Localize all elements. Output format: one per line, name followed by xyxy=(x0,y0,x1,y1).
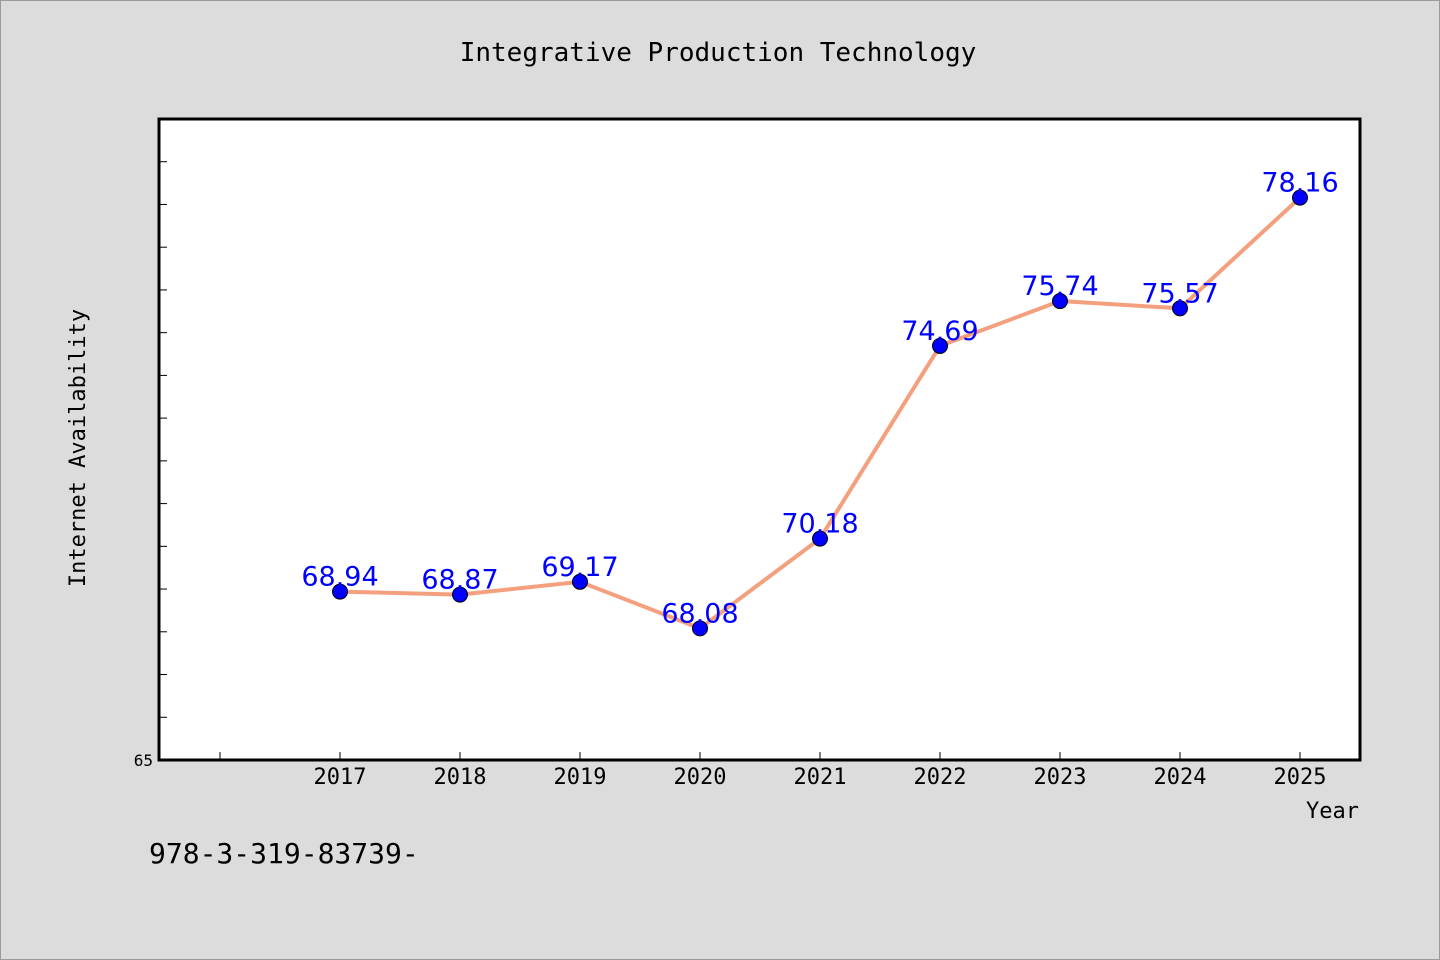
data-label: 69.17 xyxy=(541,552,618,583)
x-tick-label: 2022 xyxy=(914,765,967,790)
y-axis-label: Internet Availability xyxy=(66,309,91,587)
data-point-marker xyxy=(932,337,948,354)
x-axis-ticks: 2017 2018 2019 2020 2021 2022 2023 2024 2025 xyxy=(219,752,1327,790)
x-tick-label: 2017 xyxy=(314,765,367,790)
data-label: 74.69 xyxy=(901,316,978,347)
data-label: 75.57 xyxy=(1141,278,1218,309)
chart-title: Integrative Production Technology xyxy=(460,38,977,68)
x-tick-label: 2025 xyxy=(1274,765,1327,790)
x-tick-label: 2020 xyxy=(674,765,727,790)
data-label: 75.74 xyxy=(1021,271,1098,302)
data-label: 68.94 xyxy=(301,562,378,593)
series-layer: 68.94 68.87 69.17 68.08 70.18 74.69 75.74 75.57… xyxy=(301,168,1339,637)
data-point-marker xyxy=(1292,189,1308,206)
data-label: 68.08 xyxy=(661,598,738,629)
data-point-marker xyxy=(812,530,828,547)
x-tick-label: 2021 xyxy=(794,765,847,790)
y-axis-ticks: 65 xyxy=(134,118,167,770)
x-tick-label: 2023 xyxy=(1034,765,1087,790)
data-point-marker xyxy=(572,573,588,590)
data-point-marker xyxy=(452,586,468,603)
data-point-marker xyxy=(692,620,708,637)
data-label: 68.87 xyxy=(421,565,498,596)
data-point-marker xyxy=(332,583,348,600)
y-tick-label: 65 xyxy=(134,751,153,770)
x-tick-label: 2019 xyxy=(554,765,607,790)
footer-code: 978-3-319-83739- xyxy=(149,837,419,870)
data-label: 78.16 xyxy=(1261,168,1338,199)
x-tick-label: 2018 xyxy=(434,765,487,790)
data-point-marker xyxy=(1172,300,1188,317)
data-point-marker xyxy=(1052,293,1068,310)
data-label: 70.18 xyxy=(781,509,858,540)
x-axis-label: Year xyxy=(1306,799,1359,824)
plot-area xyxy=(157,117,1362,762)
x-tick-label: 2024 xyxy=(1154,765,1207,790)
